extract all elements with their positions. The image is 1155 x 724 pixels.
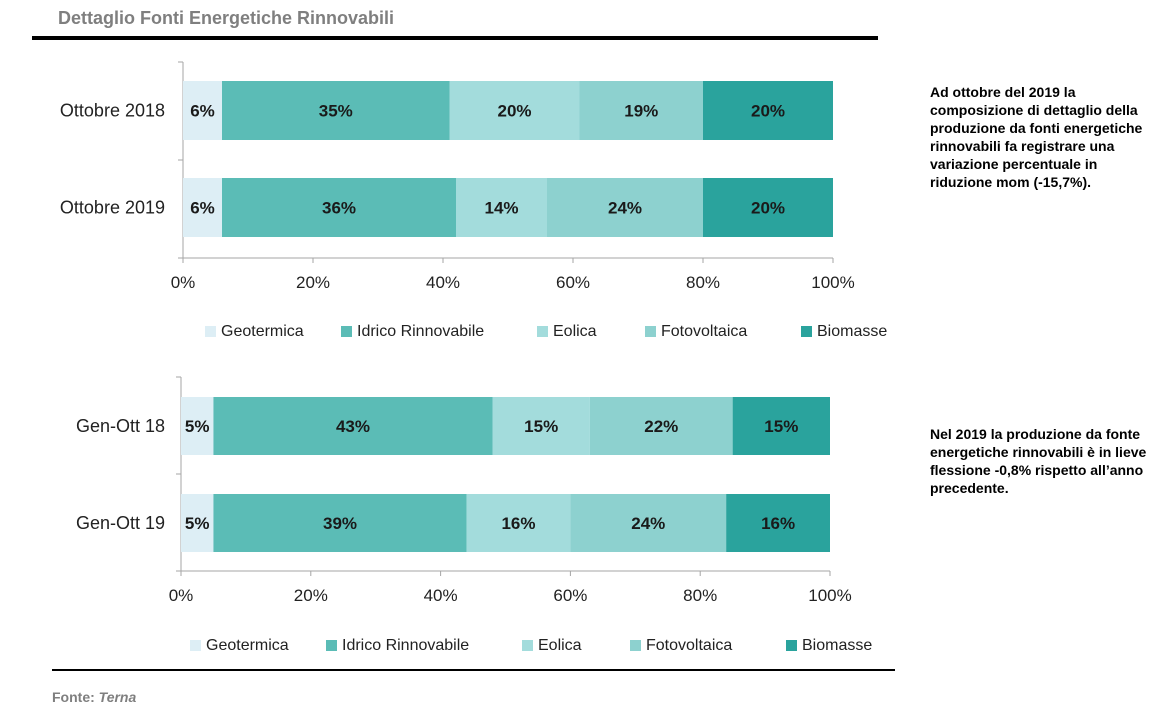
- legend-swatch: [537, 326, 548, 337]
- bar-segment: [547, 178, 703, 237]
- chart-cumulative: 0% 20% 40% 60% 80% 100% Gen-Ott 18 5% 43% 15% 22% 1…: [0, 365, 900, 665]
- category-label: Ottobre 2018: [60, 101, 165, 121]
- legend-label: Geotermica: [206, 637, 289, 654]
- x-tick-label: 60%: [553, 586, 587, 605]
- x-tick-label: 40%: [424, 586, 458, 605]
- legend-label: Eolica: [538, 637, 582, 654]
- bar-segment: [222, 178, 456, 237]
- legend-swatch: [522, 640, 533, 651]
- x-tick-label: 80%: [683, 586, 717, 605]
- legend-label: Geotermica: [221, 323, 304, 340]
- legend-label: Biomasse: [802, 637, 872, 654]
- x-tick-label: 40%: [426, 273, 460, 292]
- x-tick-label: 0%: [171, 273, 196, 292]
- bar-segment: [181, 397, 214, 455]
- data-label: 22%: [644, 417, 678, 436]
- data-label: 20%: [751, 102, 785, 121]
- bar-segment: [703, 178, 833, 237]
- data-label: 39%: [323, 514, 357, 533]
- data-label: 6%: [190, 199, 215, 218]
- legend-swatch: [801, 326, 812, 337]
- bar-segment: [732, 397, 830, 455]
- category-label: Ottobre 2019: [60, 198, 165, 218]
- bar-segment: [213, 494, 467, 552]
- category-label: Gen-Ott 19: [76, 513, 165, 533]
- data-label: 19%: [624, 102, 658, 121]
- legend-swatch: [630, 640, 641, 651]
- legend-swatch: [326, 640, 337, 651]
- note-monthly: Ad ottobre del 2019 la composizione di d…: [930, 84, 1143, 190]
- data-label: 20%: [497, 102, 531, 121]
- x-tick-label: 20%: [296, 273, 330, 292]
- data-label: 35%: [319, 102, 353, 121]
- bar-segment: [726, 494, 830, 552]
- data-label: 15%: [524, 417, 558, 436]
- bar-segment: [589, 397, 733, 455]
- source-name: Terna: [98, 689, 137, 705]
- data-label: 24%: [631, 514, 665, 533]
- legend-label: Idrico Rinnovabile: [357, 323, 484, 340]
- chart-monthly: 0% 20% 40% 60% 80% 100% Ottobre 2018 6% 35% 20% 19…: [0, 50, 900, 360]
- data-label: 16%: [761, 514, 795, 533]
- bar-segment: [703, 81, 833, 140]
- x-tick-label: 80%: [686, 273, 720, 292]
- legend-label: Eolica: [553, 323, 597, 340]
- x-tick-label: 60%: [556, 273, 590, 292]
- legend-swatch: [341, 326, 352, 337]
- footer-divider: [52, 669, 895, 671]
- data-label: 16%: [501, 514, 535, 533]
- x-tick-label: 20%: [294, 586, 328, 605]
- bar-segment: [213, 397, 493, 455]
- title-divider: [32, 36, 878, 40]
- legend-swatch: [190, 640, 201, 651]
- bar-segment: [579, 81, 703, 140]
- chart-monthly-svg: 0% 20% 40% 60% 80% 100% Ottobre 2018 6% 35% 20% 19…: [60, 61, 887, 340]
- data-label: 24%: [608, 199, 642, 218]
- data-label: 14%: [484, 199, 518, 218]
- note-cumulative: Nel 2019 la produzione da fonte energeti…: [930, 426, 1147, 496]
- category-label: Gen-Ott 18: [76, 416, 165, 436]
- data-label: 5%: [185, 417, 210, 436]
- bar-segment: [183, 81, 222, 140]
- bar-segment: [181, 494, 214, 552]
- x-tick-label: 100%: [808, 586, 851, 605]
- x-tick-label: 0%: [169, 586, 194, 605]
- legend-label: Fotovoltaica: [661, 323, 747, 340]
- data-label: 15%: [764, 417, 798, 436]
- legend-label: Idrico Rinnovabile: [342, 637, 469, 654]
- bar-segment: [466, 494, 571, 552]
- legend-swatch: [205, 326, 216, 337]
- data-label: 43%: [336, 417, 370, 436]
- legend-label: Fotovoltaica: [646, 637, 732, 654]
- chart-cumulative-svg: 0% 20% 40% 60% 80% 100% Gen-Ott 18 5% 43% 15% 22% 1…: [76, 376, 872, 654]
- data-label: 5%: [185, 514, 210, 533]
- bar-segment: [570, 494, 727, 552]
- source-label: Fonte:: [52, 689, 95, 705]
- legend-swatch: [645, 326, 656, 337]
- bar-segment: [183, 178, 222, 237]
- bar-segment: [449, 81, 580, 140]
- data-label: 20%: [751, 199, 785, 218]
- data-label: 36%: [322, 199, 356, 218]
- bar-segment: [492, 397, 590, 455]
- legend-swatch: [786, 640, 797, 651]
- legend-label: Biomasse: [817, 323, 887, 340]
- x-tick-label: 100%: [811, 273, 854, 292]
- bar-segment: [456, 178, 547, 237]
- data-label: 6%: [190, 102, 215, 121]
- source-line: Fonte: Terna: [52, 689, 136, 705]
- bar-segment: [222, 81, 450, 140]
- page-title: Dettaglio Fonti Energetiche Rinnovabili: [58, 8, 395, 28]
